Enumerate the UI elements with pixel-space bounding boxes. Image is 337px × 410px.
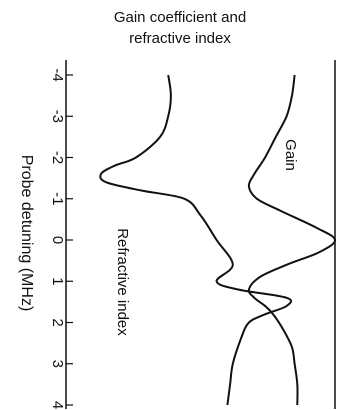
x-tick-label-4: 0 (49, 236, 66, 244)
series-line-refractive-index (99, 74, 293, 406)
plot-frame (65, 60, 336, 409)
x-tick-label-8: 4 (49, 401, 66, 409)
x-axis-label: Probe detuning (MHz) (18, 155, 35, 312)
x-tick-label-5: 1 (49, 277, 66, 285)
x-tick-label-6: 2 (49, 318, 66, 326)
chart-title-line-2: refractive index (129, 30, 231, 47)
x-tick-label-0: -4 (49, 68, 66, 81)
annotation-refractive-index: Refractive index (114, 228, 131, 336)
series-lines (99, 74, 336, 406)
x-tick-label-7: 3 (49, 360, 66, 368)
series-line-gain (247, 74, 336, 406)
chart-title: Gain coefficient and refractive index (114, 9, 246, 47)
x-tick-label-1: -3 (49, 110, 66, 123)
chart-title-line-1: Gain coefficient and (114, 9, 246, 26)
x-tick-label-3: -1 (49, 192, 66, 205)
x-axis-ticks (66, 74, 73, 406)
x-tick-label-2: -2 (49, 151, 66, 164)
x-axis-tick-labels: -4 -3 -2 -1 0 1 2 3 4 (49, 68, 66, 409)
annotation-gain: Gain (282, 139, 299, 171)
